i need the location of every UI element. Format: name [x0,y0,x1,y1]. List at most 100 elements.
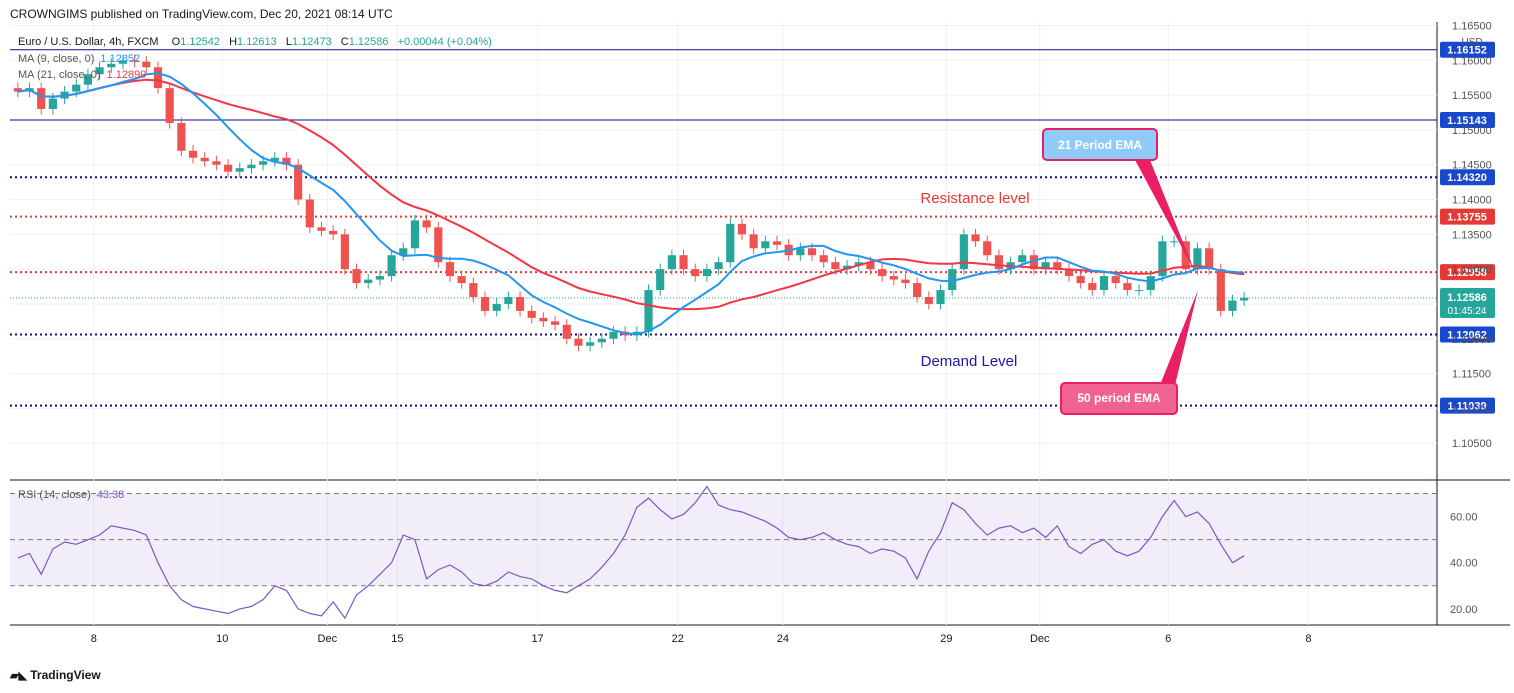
candle-body [445,262,455,277]
ma9-legend[interactable]: MA (9, close, 0) 1.12852 [18,53,140,65]
price-axis-tick: 1.13000 [1452,264,1492,276]
time-axis-tick: 8 [91,633,97,645]
candle-body [866,262,875,270]
candle [924,291,933,310]
published-caption: CROWNGIMS published on TradingView.com, … [10,7,393,21]
candles [13,54,1249,352]
candle-body [352,269,361,284]
candle [165,82,174,129]
rsi-line [17,485,1245,620]
ema21-box [1042,128,1158,161]
candle-body [375,276,384,280]
currency-label: USD [1461,37,1482,48]
ma21-value: 1.12899 [106,69,147,81]
symbol-legend: Euro / U.S. Dollar, 4h, FXCM O1.12542 H1… [18,36,492,48]
ma21-legend[interactable]: MA (21, close, 0) 1.12899 [18,69,146,81]
candle [726,218,735,268]
candle-body [539,317,548,322]
candle-body [1076,276,1085,284]
tradingview-logo[interactable]: ▰◣ TradingView [10,668,101,682]
candle [679,249,688,275]
candle-body [492,303,501,311]
rsi-axis-tick: 40.00 [1450,558,1478,570]
candle-body [656,269,665,291]
current-price-tag-bg [1440,287,1495,318]
candle [235,162,244,178]
candle-body [691,269,700,277]
candle-body [72,84,81,92]
candle [410,214,420,254]
time-axis-tick: 8 [1305,633,1311,645]
candle [550,315,560,331]
price-axis-tick: 1.10500 [1452,438,1492,450]
candle [959,228,968,275]
price-axis-tick: 1.15500 [1452,90,1492,102]
candle [936,284,945,310]
rsi-value: 43.38 [96,489,125,501]
candle-body [1240,297,1249,301]
candle [282,152,291,171]
current-price-tag-value: 1.12586 [1447,292,1487,304]
rsi-axis-tick: 60.00 [1450,512,1478,524]
candle [796,242,805,261]
candle [1123,277,1132,296]
candle-body [796,248,805,256]
candle [188,145,198,164]
candle-body [1041,262,1050,270]
price-axis-tick: 1.12000 [1452,334,1492,346]
candle-body [48,98,57,110]
candle [1064,263,1074,282]
candle [375,270,384,286]
candle [492,298,501,317]
candle [445,256,455,282]
candle [597,333,606,348]
candle [948,263,957,296]
candle-body [842,265,852,270]
candle [772,235,782,251]
candle [305,193,314,233]
price-level-tag: 1.16152 [1440,41,1495,58]
candle [819,249,828,268]
candle [539,312,548,327]
candle-body [107,63,116,68]
candle [913,277,922,303]
candle-body [259,161,268,165]
candle [574,333,583,352]
tradingview-logo-text: TradingView [30,668,101,682]
price-level-tag: 1.12062 [1440,326,1495,343]
candle-body [434,227,443,263]
price-axis-tick: 1.11500 [1452,369,1491,381]
candle-body [936,290,945,304]
candle-body [118,60,128,64]
candle-body [399,248,408,256]
price-level-tag-text: 1.16152 [1447,45,1487,57]
candle-body [574,338,583,346]
candle [644,284,653,338]
candle-body [13,88,22,92]
candle [457,270,466,289]
candle [13,82,22,98]
candle-body [294,164,303,200]
candle [200,152,209,167]
candle [562,319,571,345]
candle [1146,270,1155,296]
candle-body [854,262,863,266]
rsi-legend[interactable]: RSI (14, close) 43.38 [18,489,124,501]
candle [399,242,408,261]
candle [842,260,852,275]
ohlc-low: 1.12473 [291,36,332,48]
candle-body [878,269,887,277]
candle-body [469,283,478,297]
candle-body [1216,269,1225,311]
price-level-tag-text: 1.12958 [1447,267,1487,279]
candle [422,214,431,233]
candle-body [1064,269,1074,277]
candle-body [550,321,560,325]
candle [107,58,116,73]
candle-body [562,324,571,339]
candle-body [889,276,898,280]
candle [1088,277,1097,296]
candle-body [761,241,770,249]
ohlc-close: 1.12586 [348,36,389,48]
candle [504,291,513,310]
